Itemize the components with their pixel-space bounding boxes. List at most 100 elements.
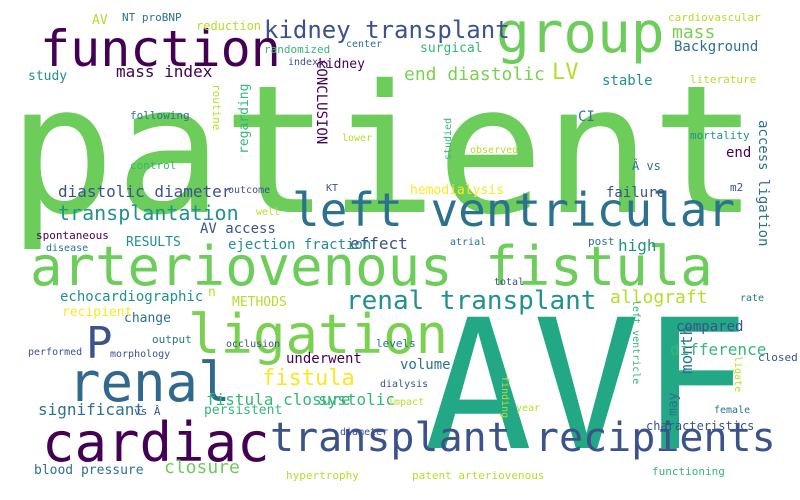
word-echocardiographic: echocardiographic: [60, 289, 204, 305]
word-index: index: [288, 57, 319, 68]
word-disease: disease: [46, 243, 89, 254]
word-end-diastolic: end diastolic: [404, 64, 545, 85]
word-rate: rate: [740, 293, 765, 304]
word-randomized: randomized: [264, 43, 331, 56]
word-change: change: [124, 311, 171, 326]
word-access-ligation: access ligation: [755, 120, 771, 247]
word-output: output: [152, 333, 192, 346]
word-function: function: [40, 20, 281, 78]
word-effect: effect: [350, 234, 408, 253]
word-m2: m2: [730, 181, 744, 194]
word-characteristics: characteristics: [646, 419, 755, 433]
word-renal-transplant: renal transplant: [346, 286, 597, 316]
word-CONCLUSION: CONCLUSION: [313, 60, 329, 145]
word-allograft: allograft: [610, 287, 708, 308]
word-studied: studied: [443, 117, 454, 160]
word-METHODS: METHODS: [232, 295, 287, 310]
word-A-vs: Â vs: [632, 159, 661, 173]
word-performed: performed: [28, 347, 83, 358]
word-well: well: [256, 207, 281, 218]
word-n: n: [208, 285, 216, 300]
word-AV: AV: [92, 13, 108, 28]
word-reduction: reduction: [196, 19, 262, 33]
word-ligation: ligation: [188, 303, 449, 366]
word-morphology: morphology: [110, 349, 171, 360]
word-literature: literature: [690, 73, 757, 86]
word-underwent: underwent: [286, 351, 362, 367]
word-significant: significant: [38, 400, 144, 419]
word-mass: mass: [672, 22, 716, 43]
word-control: control: [130, 159, 177, 172]
word-atrial: atrial: [450, 237, 487, 248]
word-total: total: [494, 277, 525, 288]
word-arteriovenous-fistula: arteriovenous fistula: [30, 235, 713, 298]
word-LV: LV: [552, 60, 579, 85]
word-spontaneous: spontaneous: [36, 229, 109, 242]
word-patient: patient: [8, 47, 759, 254]
word-outcome: outcome: [228, 185, 271, 196]
word-hypertrophy: hypertrophy: [286, 469, 359, 482]
word-vs-A: vs Â: [134, 405, 161, 418]
word-routine: routine: [210, 84, 223, 131]
word-AVF: AVF: [424, 282, 750, 491]
word-systolic: systolic: [318, 390, 396, 409]
word-persistent: persistent: [204, 403, 283, 418]
word-occlusion: occlusion: [226, 339, 281, 350]
word-blood-pressure: blood pressure: [34, 463, 144, 478]
word-levels: levels: [376, 337, 416, 350]
word-patent-arteriovenous: patent arteriovenous: [412, 469, 545, 482]
word-functioning: functioning: [652, 465, 725, 478]
word-study: study: [28, 69, 68, 84]
word-Background: Background: [674, 39, 759, 55]
word-transplant-recipients: transplant recipients: [270, 415, 776, 461]
word-RESULTS: RESULTS: [126, 235, 181, 250]
word-impact: impact: [388, 397, 425, 408]
word-left-ventricle: left ventricle: [630, 300, 641, 385]
word-fistula: fistula: [262, 366, 355, 391]
word-end: end: [726, 145, 752, 161]
word-dialysis: dialysis: [380, 379, 429, 390]
word-difference: difference: [670, 340, 767, 359]
word-CI: CI: [578, 109, 595, 125]
word-P: P: [86, 318, 113, 369]
word-female: female: [714, 405, 751, 416]
word-left-ventricular: left ventricular: [292, 183, 736, 237]
word-year: year: [516, 403, 541, 414]
word-compared: compared: [676, 319, 744, 335]
word-kidney: kidney: [318, 57, 365, 72]
word-mass-index: mass index: [116, 62, 213, 81]
word-KT: KT: [326, 183, 339, 194]
word-post: post: [588, 235, 615, 248]
word-stable: stable: [602, 73, 653, 89]
word-hemodialysis: hemodialysis: [410, 183, 504, 198]
word-observed: observed: [470, 145, 519, 156]
word-AV-access: AV access: [200, 221, 276, 237]
word-diameter: diameter: [340, 427, 389, 438]
word-diastolic-diameter: diastolic diameter: [58, 182, 232, 201]
word-kidney-transplant: kidney transplant: [264, 16, 510, 44]
word-transplantation: transplantation: [58, 201, 239, 225]
word-group: group: [496, 1, 665, 66]
word-recipient: recipient: [62, 305, 133, 320]
word-mortality: mortality: [690, 129, 750, 142]
word-ligate: ligate: [732, 356, 743, 393]
word-lower: lower: [342, 133, 373, 144]
word-following: following: [130, 109, 190, 122]
word-closed: closed: [758, 351, 798, 364]
word-fistula-closure: fistula closure: [206, 390, 351, 409]
word-NT-proBNP: NT proBNP: [122, 11, 182, 24]
word-regarding: regarding: [237, 83, 252, 154]
word-may: may: [666, 392, 681, 416]
word-center: center: [346, 39, 383, 50]
word-surgical: surgical: [420, 41, 483, 56]
word-volume: volume: [400, 357, 451, 373]
word-renal: renal: [68, 351, 231, 414]
word-closure: closure: [164, 457, 240, 478]
word-ejection-fraction: ejection fraction: [228, 237, 372, 253]
word-finding: finding: [499, 376, 510, 419]
word-cardiac: cardiac: [42, 411, 270, 474]
word-high: high: [618, 236, 657, 255]
word-cardiovascular: cardiovascular: [668, 11, 761, 24]
word-failure: failure: [606, 185, 666, 201]
